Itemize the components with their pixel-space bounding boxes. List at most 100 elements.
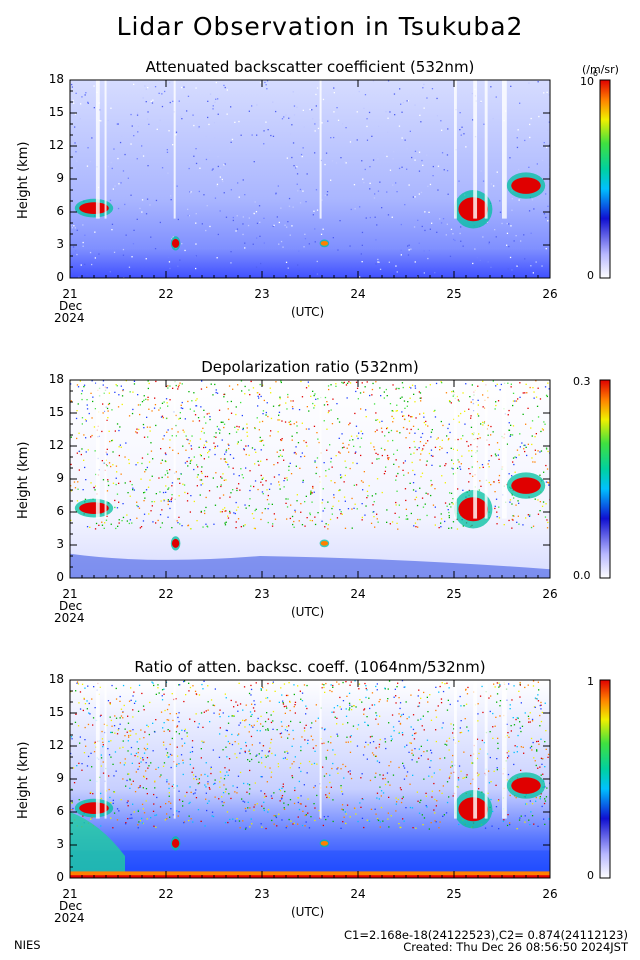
noise-speck (342, 821, 344, 823)
noise-speck (534, 760, 536, 762)
noise-speck (212, 477, 214, 479)
noise-speck (260, 262, 262, 265)
noise-speck (420, 697, 422, 699)
noise-speck (238, 483, 240, 485)
noise-speck (193, 124, 195, 127)
noise-speck (200, 511, 202, 513)
noise-speck (171, 485, 173, 487)
noise-speck (330, 736, 332, 738)
noise-speck (416, 761, 418, 763)
noise-speck (225, 449, 228, 451)
noise-speck (220, 476, 222, 478)
noise-speck (531, 420, 534, 422)
noise-speck (167, 499, 169, 501)
noise-speck (86, 399, 88, 401)
noise-speck (267, 811, 269, 813)
x-tick-label: 24 (350, 887, 366, 901)
noise-speck (537, 450, 539, 452)
noise-speck (433, 782, 435, 785)
noise-speck (103, 723, 106, 725)
noise-speck (430, 494, 432, 497)
noise-speck (169, 469, 171, 471)
noise-speck (253, 212, 255, 215)
noise-speck (265, 697, 267, 699)
noise-speck (215, 391, 217, 394)
noise-speck (230, 492, 232, 494)
noise-speck (400, 715, 402, 718)
noise-speck (188, 819, 190, 822)
noise-speck (507, 773, 510, 776)
noise-speck (203, 711, 205, 713)
noise-speck (442, 218, 445, 220)
noise-speck (214, 137, 216, 139)
noise-speck (535, 453, 537, 455)
noise-speck (533, 208, 535, 210)
noise-speck (420, 745, 422, 747)
noise-speck (273, 815, 275, 817)
noise-speck (434, 524, 436, 526)
noise-speck (441, 682, 443, 684)
noise-speck (76, 500, 79, 502)
heatmap-background (70, 680, 550, 878)
noise-speck (377, 190, 380, 192)
noise-speck (125, 380, 127, 382)
noise-speck (252, 726, 254, 728)
noise-speck (137, 755, 139, 758)
noise-speck (435, 382, 438, 385)
noise-speck (547, 382, 549, 384)
noise-speck (508, 245, 510, 248)
noise-speck (167, 719, 170, 721)
noise-speck (451, 502, 453, 504)
noise-speck (92, 396, 94, 398)
noise-speck (325, 758, 327, 760)
noise-speck (476, 461, 478, 463)
noise-speck (546, 395, 548, 398)
noise-speck (346, 382, 349, 384)
noise-speck (119, 141, 122, 144)
noise-speck (179, 684, 181, 686)
noise-speck (459, 466, 461, 468)
noise-speck (508, 422, 510, 424)
noise-speck (287, 804, 289, 806)
noise-speck (236, 786, 238, 789)
noise-speck (263, 130, 265, 132)
noise-speck (430, 449, 433, 451)
noise-speck (128, 773, 130, 775)
noise-speck (441, 129, 443, 131)
noise-speck (86, 708, 88, 710)
noise-speck (498, 474, 501, 477)
noise-speck (143, 513, 146, 515)
noise-speck (293, 452, 295, 454)
noise-speck (421, 497, 424, 499)
noise-speck (377, 258, 379, 261)
noise-speck (430, 454, 433, 457)
noise-speck (131, 484, 133, 486)
noise-speck (106, 453, 108, 456)
noise-speck (360, 437, 363, 439)
noise-speck (530, 737, 533, 740)
noise-speck (184, 742, 186, 744)
noise-speck (200, 757, 202, 759)
noise-speck (502, 820, 504, 822)
noise-speck (196, 398, 198, 400)
noise-speck (266, 697, 269, 699)
noise-speck (448, 515, 450, 517)
noise-speck (260, 474, 262, 477)
noise-speck (442, 722, 444, 724)
noise-speck (469, 473, 471, 475)
noise-speck (293, 802, 296, 805)
noise-speck (244, 524, 246, 526)
noise-speck (244, 194, 246, 196)
noise-speck (221, 178, 223, 181)
noise-speck (477, 399, 479, 401)
noise-speck (443, 169, 445, 171)
x-tick-label: 26 (542, 287, 558, 301)
noise-speck (540, 708, 542, 710)
noise-speck (87, 147, 89, 149)
noise-speck (269, 700, 271, 702)
noise-speck (293, 526, 295, 528)
noise-speck (160, 448, 162, 450)
noise-speck (108, 775, 110, 777)
noise-speck (453, 418, 455, 420)
noise-speck (496, 442, 499, 444)
